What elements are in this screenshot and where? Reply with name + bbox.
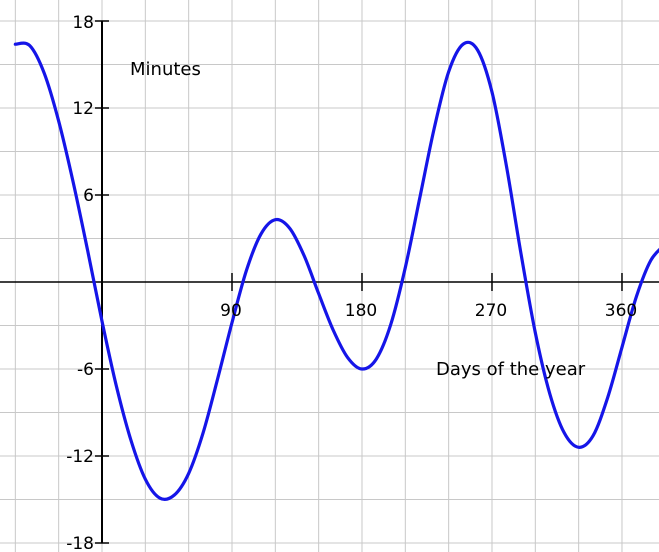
x-tick-label: 270 (475, 301, 507, 321)
x-axis-label: Days of the year (436, 359, 586, 380)
y-tick-label: -18 (66, 534, 94, 552)
x-tick-label: 90 (220, 301, 242, 321)
y-tick-label: -12 (66, 447, 94, 467)
y-tick-label: -6 (77, 360, 94, 380)
y-tick-label: 6 (83, 186, 94, 206)
series-line (13, 40, 659, 501)
series-layer (13, 40, 659, 501)
y-axis-label: Minutes (130, 59, 201, 80)
y-tick-label: 18 (72, 13, 94, 33)
y-tick-label: 12 (72, 99, 94, 119)
tick-labels: 90 180 270 360 18 12 6 -6 -12 -18 (66, 13, 637, 552)
x-tick-label: 360 (605, 301, 637, 321)
axes (0, 21, 659, 543)
x-tick-label: 180 (345, 301, 377, 321)
ticks (95, 20, 623, 544)
